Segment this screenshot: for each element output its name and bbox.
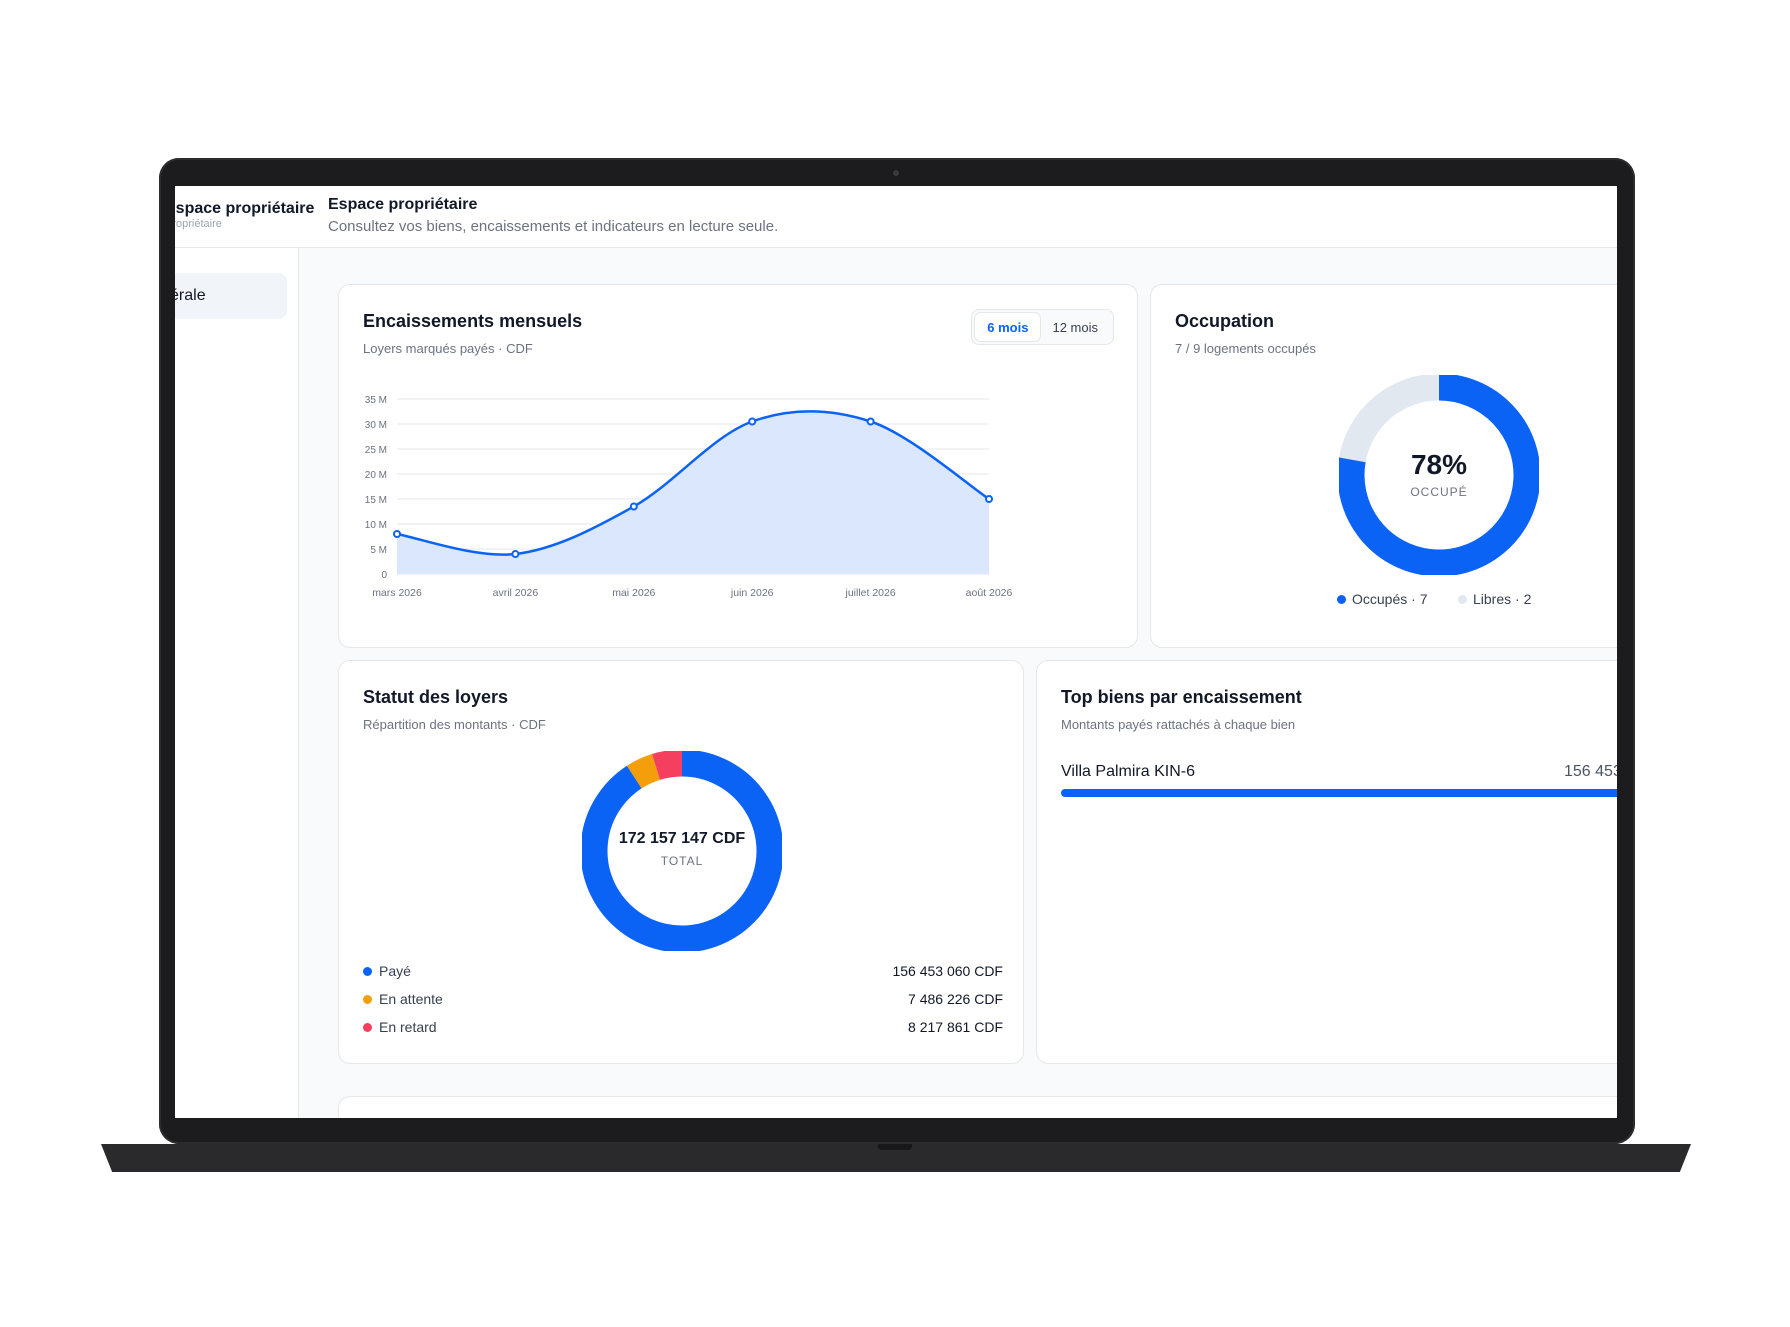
y-tick-label: 30 M	[365, 420, 387, 431]
page-title: Espace propriétaire	[328, 196, 478, 213]
camera-icon	[893, 170, 899, 176]
area-fill	[397, 411, 989, 574]
property-amount: 156 453 060 CDF	[1564, 763, 1617, 780]
sidebar-item-label: Vue générale	[175, 287, 206, 304]
next-card	[338, 1096, 1617, 1118]
donut-slice-libres	[1339, 375, 1440, 463]
period-toggle: 6 mois 12 mois	[971, 309, 1114, 345]
legend-amount: 8 217 861 CDF	[908, 1019, 1003, 1035]
rent-status-title: Statut des loyers	[363, 687, 509, 707]
data-point	[866, 417, 875, 426]
data-point	[393, 530, 401, 538]
legend-dot	[363, 995, 372, 1004]
y-tick-label: 0	[381, 570, 387, 581]
series-line	[396, 410, 990, 556]
brand-title: Espace propriétaire	[175, 200, 315, 217]
monthly-collections-card: Encaissements mensuels Loyers marqués pa…	[338, 284, 1138, 648]
legend-dot	[1458, 595, 1467, 604]
monthly-title: Encaissements mensuels	[363, 311, 583, 331]
x-tick-label: juillet 2026	[844, 587, 895, 599]
occupation-percent: 78%	[1410, 449, 1468, 480]
legend-occupied: Occupés · 7	[1337, 591, 1427, 607]
app-screen: Espace propriétaire Propriétaire Espace …	[175, 186, 1617, 1118]
legend-amount: 7 486 226 CDF	[908, 991, 1003, 1007]
top-properties-title: Top biens par encaissement	[1061, 687, 1302, 707]
x-tick-label: mai 2026	[612, 587, 655, 599]
data-point	[985, 495, 993, 503]
occupation-donut	[1339, 375, 1539, 575]
x-tick-label: mars 2026	[372, 587, 422, 599]
legend-paid: Payé 156 453 060 CDF	[363, 962, 1003, 982]
data-point	[511, 550, 520, 558]
occupation-title: Occupation	[1175, 311, 1275, 331]
monthly-subtitle: Loyers marqués payés · CDF	[363, 341, 533, 356]
legend-free: Libres · 2	[1458, 591, 1531, 607]
page-subtitle: Consultez vos biens, encaissements et in…	[328, 218, 779, 235]
top-properties-subtitle: Montants payés rattachés à chaque bien	[1061, 717, 1296, 732]
x-tick-label: juin 2026	[730, 587, 774, 599]
laptop-notch	[878, 1144, 912, 1150]
y-tick-label: 5 M	[370, 545, 387, 556]
y-tick-label: 25 M	[365, 445, 387, 456]
top-bar: Espace propriétaire Propriétaire Espace …	[175, 186, 1617, 248]
data-point	[748, 417, 757, 426]
legend-dot	[363, 1023, 372, 1032]
occupation-card: Occupation 7 / 9 logements occupés 78% O…	[1150, 284, 1617, 648]
y-tick-label: 10 M	[365, 520, 387, 531]
occupation-subtitle: 7 / 9 logements occupés	[1175, 341, 1316, 356]
legend-dot	[1337, 595, 1346, 604]
y-tick-label: 20 M	[365, 470, 387, 481]
sidebar-item-overview[interactable]: Vue générale	[175, 273, 287, 319]
donut-slice-en-attente	[626, 754, 661, 789]
tab-6-months[interactable]: 6 mois	[975, 313, 1041, 341]
rent-total: 172 157 147 CDF	[618, 830, 746, 847]
rent-status-donut	[582, 751, 782, 951]
legend-dot	[363, 967, 372, 976]
legend-pending: En attente 7 486 226 CDF	[363, 990, 1003, 1010]
rent-status-card: Statut des loyers Répartition des montan…	[338, 660, 1024, 1064]
occupation-caption: OCCUPÉ	[1410, 485, 1468, 499]
y-tick-label: 35 M	[365, 395, 387, 406]
donut-slice-occupés	[1339, 375, 1539, 575]
top-properties-card: Top biens par encaissement Montants payé…	[1036, 660, 1617, 1064]
rent-total-caption: TOTAL	[660, 854, 704, 868]
x-tick-label: avril 2026	[493, 587, 539, 599]
donut-slice-en-retard	[652, 751, 683, 780]
monthly-area-chart: 0 5 M 10 M 15 M 20 M 25 M 30 M 35 M mars 2026 avr…	[365, 395, 1013, 599]
sidebar: Vue générale	[175, 248, 299, 1118]
brand-subtitle: Propriétaire	[175, 218, 222, 230]
rent-status-subtitle: Répartition des montants · CDF	[363, 717, 546, 732]
legend-label: En attente	[379, 991, 443, 1007]
legend-label: Payé	[379, 963, 411, 979]
tab-12-months[interactable]: 12 mois	[1052, 319, 1098, 335]
property-name: Villa Palmira KIN-6	[1061, 763, 1195, 780]
data-point	[629, 502, 638, 511]
y-tick-label: 15 M	[365, 495, 387, 506]
donut-slice-payé	[582, 751, 782, 951]
legend-label: En retard	[379, 1019, 437, 1035]
legend-amount: 156 453 060 CDF	[892, 963, 1003, 979]
x-tick-label: août 2026	[966, 587, 1013, 599]
property-share-bar	[1061, 789, 1617, 797]
legend-late: En retard 8 217 861 CDF	[363, 1018, 1003, 1038]
